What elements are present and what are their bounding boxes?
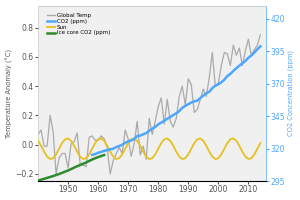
Y-axis label: Temperature Anomaly (°C): Temperature Anomaly (°C) [6, 49, 13, 138]
Legend: Global Temp, CO2 (ppm), Sun, Ice core CO2 (ppm): Global Temp, CO2 (ppm), Sun, Ice core CO… [45, 12, 112, 37]
Y-axis label: CO2 Concentration (ppm): CO2 Concentration (ppm) [288, 50, 294, 136]
